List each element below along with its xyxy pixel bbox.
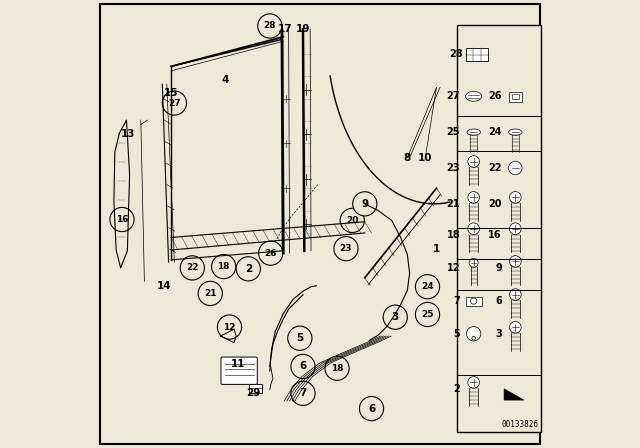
Circle shape (509, 161, 522, 175)
Bar (509, 92, 522, 102)
Circle shape (258, 14, 282, 38)
Circle shape (383, 305, 408, 329)
Text: 25: 25 (447, 127, 460, 137)
Text: 20: 20 (488, 199, 502, 209)
Text: 16: 16 (488, 230, 502, 240)
Circle shape (353, 192, 377, 216)
Text: 24: 24 (421, 282, 434, 291)
Ellipse shape (467, 129, 481, 135)
Text: 22: 22 (488, 163, 502, 173)
Circle shape (291, 381, 315, 405)
Text: 2: 2 (244, 264, 252, 274)
Ellipse shape (509, 129, 522, 135)
Circle shape (325, 356, 349, 380)
Text: 6: 6 (300, 362, 307, 371)
Circle shape (360, 396, 383, 421)
Text: 13: 13 (121, 129, 136, 138)
Text: 27: 27 (447, 91, 460, 101)
Text: 6: 6 (495, 296, 502, 306)
Bar (465, 297, 482, 306)
Text: 19: 19 (296, 24, 310, 34)
Text: 8: 8 (404, 153, 411, 163)
Circle shape (509, 223, 521, 235)
Bar (465, 48, 488, 61)
Circle shape (340, 208, 364, 233)
Text: 3: 3 (392, 312, 399, 322)
Circle shape (415, 302, 440, 327)
Circle shape (509, 256, 521, 267)
Text: 1: 1 (433, 244, 440, 254)
Circle shape (472, 336, 476, 340)
Circle shape (468, 156, 479, 168)
Circle shape (180, 256, 204, 280)
Text: 23: 23 (447, 163, 460, 173)
Bar (512, 94, 519, 99)
Text: 6: 6 (368, 404, 375, 414)
Text: 26: 26 (488, 91, 502, 101)
Circle shape (198, 281, 222, 306)
Text: 11: 11 (231, 359, 246, 369)
Text: 00133826: 00133826 (502, 420, 539, 429)
Text: 26: 26 (264, 249, 277, 258)
Text: 7: 7 (454, 296, 460, 306)
Circle shape (468, 377, 479, 388)
Text: 17: 17 (278, 24, 292, 34)
Circle shape (509, 322, 521, 333)
Text: 5: 5 (454, 329, 460, 339)
Text: 24: 24 (488, 127, 502, 137)
Text: 18: 18 (218, 262, 230, 271)
Bar (249, 384, 262, 393)
Text: 23: 23 (340, 244, 352, 253)
Circle shape (163, 91, 186, 115)
Text: 18: 18 (331, 364, 343, 373)
Circle shape (218, 315, 241, 339)
Circle shape (236, 257, 260, 281)
Text: 27: 27 (168, 99, 180, 108)
Circle shape (288, 326, 312, 350)
Text: 28: 28 (449, 49, 463, 59)
Text: 16: 16 (116, 215, 128, 224)
Text: 3: 3 (495, 329, 502, 339)
Text: 21: 21 (447, 199, 460, 209)
Circle shape (469, 258, 478, 267)
Circle shape (259, 241, 283, 265)
Polygon shape (504, 389, 524, 400)
Text: 12: 12 (447, 263, 460, 273)
Text: 21: 21 (204, 289, 216, 298)
Text: 9: 9 (495, 263, 502, 273)
FancyBboxPatch shape (221, 357, 257, 384)
Text: 4: 4 (221, 75, 228, 85)
Circle shape (468, 192, 479, 203)
Text: 20: 20 (346, 216, 358, 225)
Circle shape (509, 192, 521, 203)
Text: 15: 15 (164, 88, 179, 98)
Circle shape (468, 223, 479, 235)
Circle shape (110, 207, 134, 232)
Circle shape (415, 275, 440, 299)
Bar (457, 25, 541, 432)
Circle shape (467, 327, 481, 341)
Ellipse shape (466, 91, 482, 101)
Text: 12: 12 (223, 323, 236, 332)
Text: 22: 22 (186, 263, 198, 272)
Circle shape (212, 254, 236, 279)
Text: 29: 29 (246, 388, 261, 398)
Text: 2: 2 (454, 384, 460, 394)
Text: 18: 18 (447, 230, 460, 240)
Circle shape (470, 298, 477, 304)
Text: 7: 7 (300, 388, 307, 398)
Circle shape (509, 289, 521, 301)
Text: 25: 25 (421, 310, 434, 319)
Circle shape (291, 354, 315, 379)
Text: 9: 9 (361, 199, 369, 209)
Text: 14: 14 (157, 281, 172, 291)
Text: 28: 28 (264, 22, 276, 30)
Text: 5: 5 (296, 333, 303, 343)
Circle shape (334, 237, 358, 261)
Text: 10: 10 (418, 153, 433, 163)
